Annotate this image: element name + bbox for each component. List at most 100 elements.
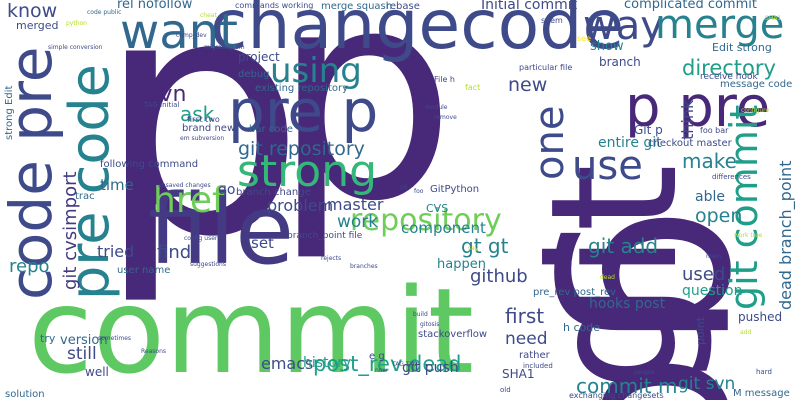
word-hard: hard: [756, 368, 772, 376]
word-svn: svn: [148, 82, 187, 107]
word-sha1: SHA1: [502, 367, 535, 381]
word-new: new: [508, 74, 548, 96]
word-ask: ask: [180, 102, 215, 126]
word-git-repository: git repository: [238, 138, 365, 160]
word-checkout-master: checkout master: [648, 138, 732, 149]
word-file-h: File h: [434, 75, 455, 84]
word-suggestions: suggestions: [190, 261, 226, 268]
word-gt-gt: gt gt: [461, 234, 509, 258]
word-h-code: h code: [563, 321, 600, 334]
word-history: history: [303, 355, 352, 371]
word-commit: commit: [28, 262, 475, 400]
word-brand-new: brand new: [182, 123, 236, 134]
word-component: component: [401, 219, 486, 237]
word-make: make: [682, 149, 737, 173]
word-repo: repo: [9, 256, 50, 277]
word-config-user: config user: [184, 235, 218, 242]
word-directory: directory: [682, 56, 776, 80]
word-git-p: Git p: [634, 123, 663, 137]
word-git-svn: git svn: [678, 374, 736, 394]
word-differences: differences: [712, 173, 751, 181]
word-tried: tried: [97, 242, 135, 261]
word-git-cvsimport: git cvsimport: [60, 171, 81, 290]
word-one: one: [527, 105, 573, 180]
word-tag-initial: TAG Initial: [144, 101, 180, 109]
word-unsaved-changes: unsaved changes: [158, 182, 211, 189]
word-bar-code: bar code: [249, 124, 293, 135]
word-existing-repository: existing repository: [255, 83, 349, 94]
word-branch: branch: [599, 55, 641, 69]
word-post-rev-dead: post_rev dead: [313, 352, 462, 376]
word-rejects: rejects: [321, 255, 342, 262]
word-git-add: git add: [588, 234, 659, 258]
word-tag-tag: TAG TAG: [392, 361, 418, 368]
word-changecode: changecode: [210, 0, 625, 65]
word-work-tree: work tree: [734, 232, 763, 239]
word-migrating-em: migrating em: [204, 44, 245, 51]
word-commands-working: commands working: [235, 1, 314, 10]
word-see: see: [577, 34, 592, 43]
word-show: show: [590, 39, 624, 54]
word-p-large-center: p: [272, 0, 457, 265]
word-sometimes: sometimes: [98, 335, 132, 342]
word-file: file: [148, 174, 295, 286]
word-complicated-commit: complicated commit: [624, 0, 757, 12]
word-build: build: [413, 311, 428, 318]
word-merge-squash: merge squash: [321, 1, 393, 12]
word-comp-dev: comp_dev: [176, 32, 207, 39]
word-problem: problem: [267, 196, 334, 215]
word-sha1-light: SHA1: [765, 15, 782, 22]
word-used: used: [682, 264, 726, 285]
word-main: main: [706, 253, 721, 260]
word-now: now: [375, 367, 388, 374]
word-em-subversion: em subversion: [180, 135, 225, 142]
word-user-name: user name: [117, 265, 171, 276]
word-particular-file: particular file: [519, 63, 573, 72]
word-master: master: [327, 195, 384, 214]
word-set: set: [251, 234, 274, 252]
word-p-pre: p pre: [625, 75, 771, 140]
word-pre-p: pre p: [228, 77, 379, 145]
word-github: github: [470, 266, 528, 287]
word-fact: fact: [465, 83, 481, 92]
word-href: href: [153, 180, 225, 221]
word-seem: seem: [541, 16, 563, 25]
word-well: well: [85, 365, 109, 379]
word-way: way: [583, 3, 664, 49]
word-use: use: [572, 143, 643, 189]
word-try: try: [40, 332, 56, 345]
word-still: still: [67, 344, 97, 364]
word-reasons: Reasons: [141, 348, 166, 355]
word-foo: foo: [414, 188, 424, 195]
word-gitpython: GitPython: [430, 184, 480, 195]
word-trac: trac: [75, 191, 95, 202]
word-project: project: [238, 50, 280, 64]
word-module: module: [425, 104, 448, 111]
word-pushed: pushed: [738, 310, 783, 324]
word-included: included: [523, 362, 553, 370]
word-edit-strong: Edit strong: [712, 41, 772, 54]
word-debug: debug: [238, 69, 270, 80]
word-rel-nofollow: rel nofollow: [117, 0, 193, 12]
word-m-message: M message: [733, 388, 790, 399]
word-want: want: [120, 4, 238, 60]
word-cd: cd: [400, 184, 408, 191]
word-find: find: [157, 242, 192, 263]
word-branch-point-file: branch_point file: [287, 231, 363, 241]
word-say: say: [468, 245, 479, 252]
word-add-light: add: [740, 329, 752, 336]
word-foo-bar: foo bar: [700, 126, 729, 135]
word-git-push: git push: [402, 360, 459, 376]
word-old: old: [500, 386, 511, 394]
word-need: need: [505, 329, 548, 349]
word-entire-git: entire git: [598, 135, 662, 151]
word-work: work: [337, 212, 379, 232]
word-pre-rev-post-rev: pre_rev post_rev: [533, 287, 617, 298]
word-point: point: [694, 316, 707, 345]
word-gitosis: gitosis: [420, 321, 440, 328]
word-people: people: [634, 369, 655, 376]
word-e-g: e g: [369, 351, 385, 362]
word-merged: merged: [16, 19, 59, 32]
word-stackoverflow: stackoverflow: [418, 329, 488, 340]
